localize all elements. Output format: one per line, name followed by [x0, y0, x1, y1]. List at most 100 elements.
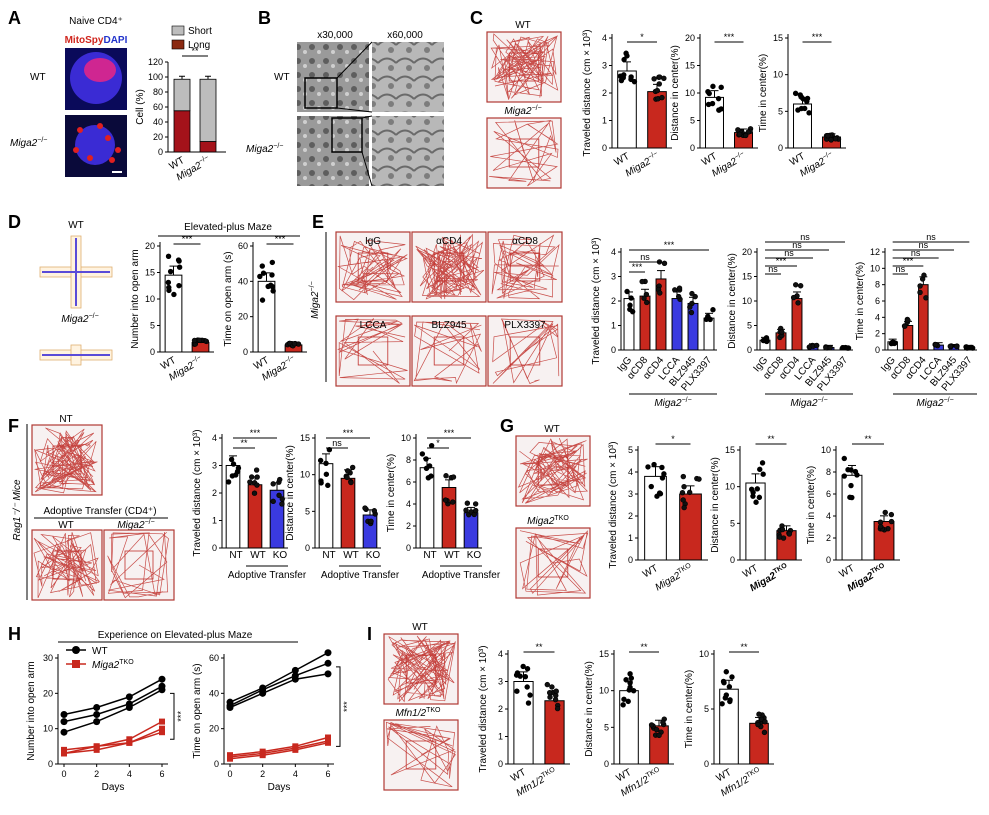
- track-e-3: [335, 315, 411, 387]
- significance-label: ***: [444, 428, 455, 438]
- genotype-superscript: TKO: [677, 562, 693, 576]
- x-tick-label: 2: [94, 769, 99, 779]
- y-tick-label: 5: [730, 518, 735, 528]
- y-tick-label: 4: [826, 511, 831, 521]
- track-label-wt: WT: [412, 622, 428, 633]
- genotype-superscript: −/−: [944, 397, 954, 404]
- data-point: [692, 293, 698, 300]
- significance-label: ***: [182, 234, 193, 244]
- y-tick-label: 2: [628, 511, 633, 521]
- data-point-ko: [159, 718, 165, 725]
- data-point: [270, 498, 276, 505]
- data-point: [672, 287, 678, 293]
- data-point-wt: [60, 718, 68, 726]
- data-point-wt: [93, 718, 101, 726]
- y-tick-label: 0: [243, 347, 248, 357]
- trajectory: [107, 531, 169, 599]
- data-point: [727, 697, 733, 703]
- data-point: [750, 493, 756, 499]
- data-point-ko: [292, 746, 299, 753]
- data-point: [969, 345, 976, 351]
- bar-short: [173, 78, 191, 112]
- panel-letter-e: E: [312, 212, 324, 232]
- track-g-wt: [515, 435, 591, 507]
- em-ko-high: [372, 116, 444, 186]
- panel-letter-h: H: [8, 624, 21, 644]
- data-point: [553, 688, 559, 694]
- legend-label-ko: Miga2TKO: [92, 659, 134, 671]
- data-point: [756, 711, 762, 717]
- y-tick-label: 4: [602, 33, 607, 43]
- series-line-wt: [63, 678, 163, 716]
- genotype-name: Miga2: [10, 138, 38, 149]
- genotype-name: Miga2: [790, 398, 818, 409]
- y-tick-label: 10: [821, 445, 831, 455]
- row-label-ko: Miga2−/−: [10, 137, 47, 149]
- data-point: [653, 726, 660, 733]
- data-point: [277, 476, 283, 483]
- track-label: PLX3397: [504, 320, 546, 331]
- x-category-label: NT: [322, 550, 335, 561]
- significance-label: **: [864, 434, 872, 444]
- data-point: [323, 471, 330, 477]
- significance-label: ***: [724, 32, 735, 42]
- data-point: [627, 671, 633, 677]
- data-point: [779, 526, 786, 533]
- x-category-label: Miga2−/−: [623, 150, 661, 179]
- x-tick-label: 0: [227, 769, 232, 779]
- zoom-line: [361, 115, 373, 119]
- track-e-1: [411, 231, 487, 303]
- y-tick-label: 2: [212, 488, 217, 498]
- x-category-label: KO: [467, 550, 482, 561]
- data-point: [641, 295, 647, 301]
- data-point: [627, 684, 633, 691]
- genotype-superscript: −/−: [145, 519, 155, 526]
- maze-wt: [39, 235, 113, 309]
- maze-label-ko: Miga2−/−: [61, 313, 98, 325]
- x-category-label: WT: [343, 550, 359, 561]
- bar: [902, 325, 914, 351]
- track-label-wt: WT: [544, 424, 560, 435]
- y-tick-label: 2: [611, 296, 616, 306]
- data-point: [710, 307, 716, 313]
- significance-label: ns: [926, 232, 936, 242]
- genotype-superscript: −/−: [682, 397, 692, 404]
- genotype-superscript: TKO: [645, 766, 661, 780]
- significance-label: ***: [664, 240, 675, 250]
- zoom-line: [361, 151, 373, 187]
- y-tick-label: 0: [826, 555, 831, 565]
- data-point: [710, 83, 716, 90]
- bar: [749, 722, 769, 765]
- genotype-superscript: −/−: [190, 354, 202, 365]
- y-axis-label: Time in center(%): [806, 466, 817, 545]
- series-line-ko: [229, 740, 329, 758]
- significance-label: ***: [776, 256, 787, 266]
- data-point: [269, 259, 276, 266]
- data-point: [166, 287, 172, 294]
- data-point-wt: [324, 649, 332, 657]
- data-point: [165, 279, 172, 286]
- data-point: [888, 518, 895, 525]
- data-point: [167, 268, 174, 275]
- y-axis-label: Distance in center(%): [727, 253, 738, 349]
- data-point: [423, 456, 429, 462]
- y-tick-label: 6: [826, 489, 831, 499]
- data-point: [225, 479, 232, 485]
- row-label-ko: Miga2−/−: [246, 143, 283, 155]
- y-tick-label: 4: [628, 467, 633, 477]
- bar: [703, 317, 715, 351]
- y-tick-label: 5: [690, 116, 695, 126]
- center-zone: [508, 52, 540, 82]
- x-category-label: WT: [250, 550, 266, 561]
- data-point: [270, 288, 276, 294]
- y-tick-label: 0: [747, 345, 752, 355]
- data-point: [688, 309, 695, 316]
- series-line-wt: [229, 673, 329, 709]
- y-axis-label: Time in center(%): [855, 262, 866, 341]
- track-e-4: [411, 315, 487, 387]
- y-axis-label: Distance in center(%): [285, 445, 296, 541]
- track-f-ko: [103, 529, 175, 601]
- significance-label: ns: [911, 248, 921, 258]
